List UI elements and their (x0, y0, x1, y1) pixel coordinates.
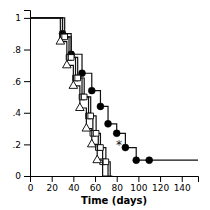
tick: 1 (15, 13, 30, 23)
marker-square (75, 75, 81, 81)
tick-label: 0 (28, 183, 34, 193)
marker-circle (97, 103, 104, 110)
marker-circle (133, 157, 140, 164)
plot: 0 20 40 60 80 100 120 140 0 .2 .4 .6 .8 1 * (12, 11, 198, 194)
tick-label: 60 (90, 183, 102, 193)
step-line (30, 18, 108, 176)
tick-label: 0 (15, 171, 21, 181)
tick-label: .4 (12, 108, 21, 118)
marker-square (62, 34, 68, 40)
tick: .8 (12, 45, 30, 55)
marker-square (88, 113, 94, 119)
marker-triangle (69, 81, 78, 88)
tick: .6 (12, 77, 30, 87)
tick: 0 (15, 171, 30, 181)
marks (30, 18, 198, 176)
marker-square (81, 94, 87, 100)
marker-triangle (76, 103, 85, 110)
marker-triangle (87, 139, 96, 146)
tick: .4 (12, 108, 30, 118)
marker-triangle (82, 124, 91, 131)
tick-label: 120 (152, 183, 169, 193)
tick-mark (24, 81, 30, 82)
step-line (30, 18, 198, 160)
tick-label: 100 (130, 183, 147, 193)
tick: 80 (111, 176, 123, 193)
tick-label: 80 (111, 183, 123, 193)
tick-label: 1 (15, 13, 21, 23)
x-axis: 0 20 40 60 80 100 120 140 (28, 176, 199, 193)
marker-circle (105, 120, 112, 127)
tick: 0 (28, 176, 34, 193)
marker-square (93, 130, 99, 136)
tick-label: .8 (12, 45, 21, 55)
tick-mark (24, 113, 30, 114)
tick-mark (117, 176, 118, 182)
chart: 0 20 40 60 80 100 120 140 0 .2 .4 .6 .8 1 * Time (days) (0, 0, 210, 210)
tick-mark (24, 144, 30, 145)
tick-mark (95, 176, 96, 182)
marker-square (103, 159, 109, 165)
marker-square (68, 55, 74, 61)
tick-label: 140 (174, 183, 191, 193)
tick: .2 (12, 140, 30, 150)
x-axis-title: Time (days) (81, 195, 147, 206)
marker-circle (122, 144, 129, 151)
tick-mark (138, 176, 139, 182)
marker-triangle (56, 37, 65, 44)
tick-mark (24, 50, 30, 51)
step-line (30, 18, 112, 176)
tick: 140 (174, 176, 191, 193)
tick-mark (73, 176, 74, 182)
tick: 40 (68, 176, 80, 193)
tick-mark (160, 176, 161, 182)
tick-label: 40 (68, 183, 80, 193)
marker-square (98, 145, 104, 151)
tick-mark (24, 176, 30, 177)
y-axis-line (24, 11, 31, 177)
tick-label: 20 (46, 183, 58, 193)
marker-triangle (63, 60, 72, 67)
marker-circle (113, 130, 120, 137)
annotation: * (116, 138, 122, 152)
tick-label: .2 (12, 140, 21, 150)
marker-triangle (93, 155, 102, 162)
marker-circle (88, 87, 95, 94)
tick: 120 (152, 176, 169, 193)
tick-label: .6 (12, 77, 21, 87)
tick: 60 (90, 176, 102, 193)
x-axis-line (31, 177, 199, 183)
tick-mark (52, 176, 53, 182)
tick: 20 (46, 176, 58, 193)
tick-mark (182, 176, 183, 182)
y-axis: 0 .2 .4 .6 .8 1 (12, 11, 30, 182)
marker-circle (146, 157, 153, 164)
step-line (30, 18, 110, 176)
tick-mark (24, 18, 30, 19)
tick: 100 (130, 176, 147, 193)
